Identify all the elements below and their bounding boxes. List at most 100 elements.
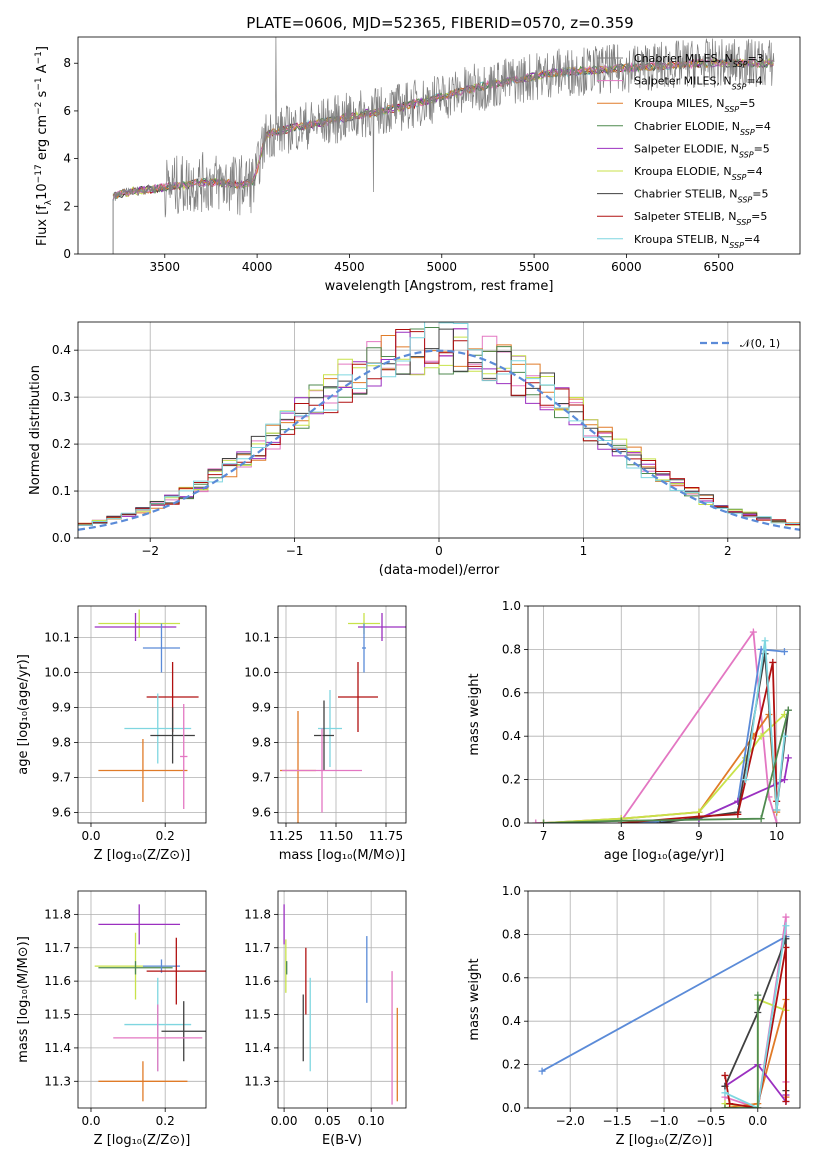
axes-frame: [277, 605, 407, 824]
legend-label: Chabrier STELIB, NSSP=5: [634, 188, 768, 205]
x-tick-label: 10: [769, 829, 784, 843]
weight-marker: [749, 628, 757, 636]
y-tick-label: 10.0: [244, 666, 271, 680]
y-tick-label: 0.3: [52, 390, 71, 404]
y-tick-label: 11.5: [44, 1008, 71, 1022]
y-tick-label: 11.7: [244, 941, 271, 955]
weight-marker: [761, 637, 769, 645]
weight-marker: [532, 819, 540, 823]
y-tick-label: 11.4: [244, 1041, 271, 1055]
y-tick-label: 0.2: [502, 1058, 521, 1072]
y-tick-label: 8: [63, 56, 71, 70]
y-tick-label: 9.7: [52, 771, 71, 785]
y-tick-label: 0.6: [502, 686, 521, 700]
weight-series: [543, 711, 778, 823]
y-tick-label: 9.9: [252, 701, 271, 715]
spectrum-panel: 3500 4000 4500 5000 5500 6000 6500 0 2 4 6 8 wavelen…: [34, 36, 801, 294]
x-tick-label: 0.0: [81, 829, 100, 843]
x-axis-label: Z [log₁₀(Z/Z⊙)]: [616, 1133, 713, 1148]
residual-histogram: [78, 328, 800, 526]
y-tick-label: 9.8: [52, 736, 71, 750]
y-tick-label: 10.0: [44, 666, 71, 680]
weight-marker: [784, 706, 792, 714]
plot-area: [78, 322, 800, 531]
weight-series: [724, 938, 787, 1091]
y-tick-label: 0.8: [502, 927, 521, 941]
x-axis-label: mass [log₁₀(M/M⊙)]: [279, 848, 406, 863]
x-tick-label: 8: [617, 829, 625, 843]
y-tick-label: 4: [63, 152, 71, 166]
y-tick-label: 11.8: [44, 907, 71, 921]
plot-area: [532, 628, 792, 823]
weight-marker: [757, 815, 765, 823]
normal-curve: [78, 349, 800, 531]
x-tick-label: 2: [724, 544, 732, 558]
weight-marker: [734, 810, 742, 818]
y-tick-label: 9.6: [52, 806, 71, 820]
plot-area: [94, 904, 206, 1102]
weight-marker: [757, 732, 765, 740]
weight-marker: [782, 922, 790, 930]
weight-series: [724, 925, 787, 1108]
x-axis-label: age [log₁₀(age/yr)]: [604, 848, 725, 863]
x-tick-label: −2: [141, 544, 159, 558]
x-tick-label: 4500: [334, 260, 365, 274]
plot-area: [538, 913, 790, 1108]
weight-marker: [782, 1097, 790, 1105]
x-tick-label: −1.0: [649, 1114, 678, 1128]
axes-frame: [77, 605, 207, 824]
y-tick-label: 0.0: [52, 531, 71, 545]
y-tick-label: 9.7: [252, 771, 271, 785]
axes-frame: [77, 890, 207, 1109]
mass-vs-metallicity-panel: 0.0 0.2 11.3 11.4 11.5 11.6 11.7 11.8 Z [log₁₀(Z…: [16, 890, 207, 1148]
weight-marker: [782, 943, 790, 951]
legend-label: Chabrier MILES, NSSP=3: [634, 52, 764, 69]
y-tick-label: 11.5: [244, 1008, 271, 1022]
age-vs-metallicity-panel: 0.0 0.2 9.6 9.7 9.8 9.9 10.0 10.1 Z [log₁₀(Z/Z⊙)…: [16, 605, 207, 863]
y-tick-label: 11.4: [44, 1041, 71, 1055]
weight-marker: [742, 776, 750, 784]
y-axis-label: Normed distribution: [28, 365, 43, 495]
weight-marker: [773, 819, 781, 823]
y-tick-label: 0.4: [52, 343, 71, 357]
weight-series: [541, 935, 787, 1072]
weight-marker: [538, 1067, 546, 1075]
residual-histogram: [78, 322, 800, 526]
y-tick-label: 0.8: [502, 642, 521, 656]
weight-series: [724, 947, 787, 1108]
weight-series: [543, 709, 790, 823]
x-tick-label: 9: [695, 829, 703, 843]
weight-series: [744, 640, 786, 811]
weight-marker: [721, 1071, 729, 1079]
y-tick-label: 0: [63, 247, 71, 261]
y-tick-label: 11.8: [244, 907, 271, 921]
weight-marker: [780, 648, 788, 656]
x-axis-label: (data-model)/error: [379, 563, 500, 578]
weight-series: [724, 1063, 787, 1105]
y-tick-label: 0.0: [502, 1101, 521, 1115]
y-tick-label: 0.2: [52, 437, 71, 451]
weight-marker: [754, 1104, 762, 1108]
weight-marker: [773, 806, 781, 814]
x-tick-label: −1: [286, 544, 304, 558]
y-tick-label: 0.2: [502, 773, 521, 787]
legend-label: 𝒩(0, 1): [740, 337, 780, 350]
y-axis-label: mass weight: [467, 673, 482, 755]
y-tick-label: 11.3: [44, 1074, 71, 1088]
y-axis-label: age [log₁₀(age/yr)]: [16, 654, 31, 775]
weight-marker: [782, 913, 790, 921]
x-tick-label: 0.0: [81, 1114, 100, 1128]
x-tick-label: 0.00: [271, 1114, 298, 1128]
plot-area: [112, 37, 775, 254]
y-tick-label: 0.1: [52, 484, 71, 498]
x-tick-label: 0.2: [156, 829, 175, 843]
residual-histogram: [78, 336, 800, 526]
x-tick-label: 5000: [426, 260, 457, 274]
x-tick-label: 0: [435, 544, 443, 558]
x-tick-label: 1: [580, 544, 588, 558]
plot-area: [283, 904, 398, 1105]
x-axis-label: Z [log₁₀(Z/Z⊙)]: [94, 848, 191, 863]
weight-marker: [721, 1104, 729, 1108]
y-tick-label: 10.1: [44, 631, 71, 645]
